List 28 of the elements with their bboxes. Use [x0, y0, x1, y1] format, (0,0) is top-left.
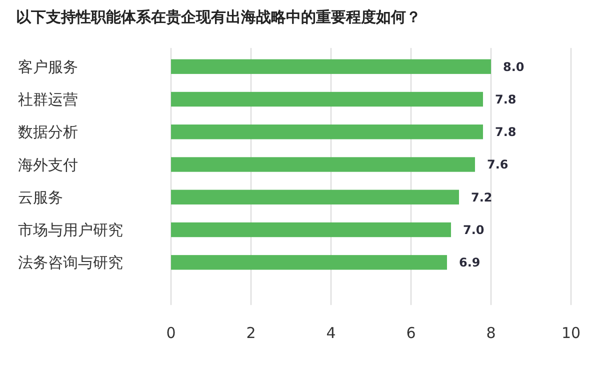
- x-tick-label: 0: [166, 324, 176, 342]
- bar: [171, 190, 459, 204]
- y-tick-label: 客户服务: [18, 58, 78, 76]
- y-tick-label: 云服务: [18, 188, 63, 206]
- y-tick-label: 法务咨询与研究: [18, 254, 123, 272]
- bar: [171, 92, 483, 107]
- x-tick-label: 2: [246, 324, 256, 342]
- bar: [171, 157, 475, 172]
- x-tick-label: 8: [486, 324, 496, 342]
- data-label: 8.0: [503, 60, 524, 74]
- y-tick-label: 海外支付: [18, 156, 78, 174]
- x-tick-label: 6: [406, 324, 416, 342]
- bar: [171, 255, 447, 270]
- x-tick-label: 10: [561, 324, 581, 342]
- bar: [171, 124, 483, 140]
- y-tick-label: 数据分析: [18, 123, 78, 142]
- data-label: 7.6: [487, 158, 508, 172]
- bar: [171, 222, 451, 238]
- data-label: 7.8: [495, 92, 516, 106]
- y-tick-label: 社群运营: [18, 90, 78, 108]
- data-label: 7.8: [495, 125, 516, 140]
- x-tick-label: 4: [326, 324, 336, 342]
- data-label: 7.0: [463, 222, 484, 237]
- chart-title: 以下支持性职能体系在贵企现有出海战略中的重要程度如何？: [16, 8, 421, 26]
- data-label: 6.9: [459, 256, 480, 270]
- bar: [171, 59, 491, 74]
- data-label: 7.2: [471, 190, 492, 204]
- y-tick-label: 市场与用户研究: [18, 221, 123, 240]
